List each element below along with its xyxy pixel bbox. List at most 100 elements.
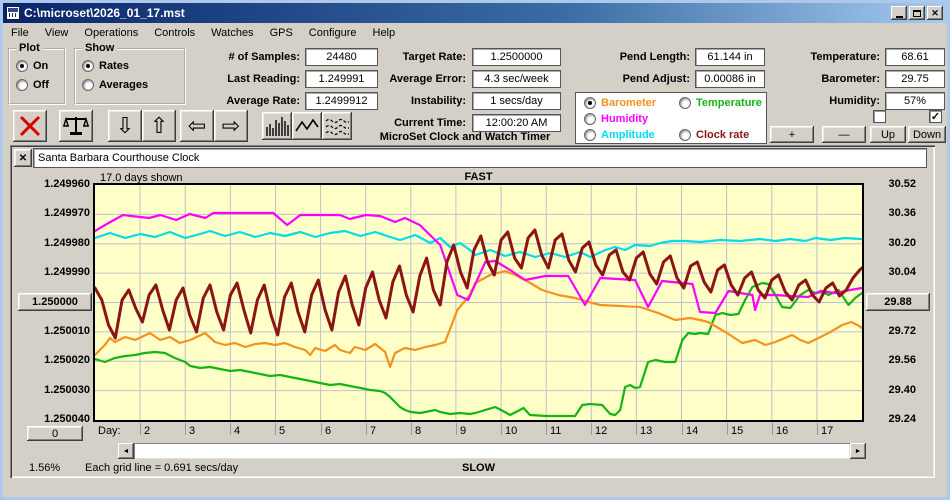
day-tick — [636, 423, 637, 435]
delete-red-x-button[interactable] — [13, 110, 47, 142]
menu-file[interactable]: File — [11, 26, 29, 39]
radio-label: Temperature — [696, 97, 762, 109]
day-tick-label: 4 — [234, 425, 241, 437]
day-axis-title: Day: — [98, 425, 121, 437]
app-icon — [6, 6, 20, 20]
day-tick — [185, 423, 186, 435]
close-button[interactable]: ✕ — [927, 6, 943, 20]
radio-show-rates[interactable]: Rates — [82, 60, 129, 72]
menu-watches[interactable]: Watches — [211, 26, 254, 39]
arrow-up-button[interactable]: ⇧ — [142, 110, 176, 142]
day-tick — [817, 423, 818, 435]
left-axis-tick: 1.249960 — [44, 178, 90, 190]
right-axis-tick: 29.40 — [888, 384, 916, 396]
target-rate-label: Target Rate: — [402, 51, 466, 63]
radio-humidity[interactable]: Humidity — [584, 113, 648, 125]
radio-dot[interactable] — [82, 79, 94, 91]
radio-temperature[interactable]: Temperature — [679, 97, 762, 109]
menu-controls[interactable]: Controls — [154, 26, 196, 39]
radio-dot[interactable] — [584, 97, 596, 109]
radio-label: Humidity — [601, 113, 649, 125]
radio-label: Clock rate — [696, 129, 750, 141]
minus-button[interactable]: — — [822, 126, 866, 143]
checkbox-left[interactable] — [873, 110, 886, 123]
day-tick — [140, 423, 141, 435]
scroll-right-button[interactable]: ► — [850, 443, 866, 459]
day-tick-label: 5 — [279, 425, 286, 437]
line-view-button[interactable] — [292, 112, 322, 140]
day-tick-label: 6 — [325, 425, 332, 437]
radio-label: Barometer — [601, 97, 657, 109]
clear-name-button[interactable]: ✕ — [14, 149, 32, 167]
maximize-icon — [913, 9, 921, 17]
day-tick-label: 7 — [370, 425, 377, 437]
menu-gps[interactable]: GPS — [269, 26, 293, 39]
day-tick-label: 11 — [550, 425, 562, 437]
day-tick-label: 16 — [776, 425, 789, 437]
days-shown-label: 17.0 days shown — [100, 172, 183, 184]
scroll-left-button[interactable]: ◄ — [118, 443, 134, 459]
radio-dot[interactable] — [584, 113, 596, 125]
menu-configure[interactable]: Configure — [308, 26, 357, 39]
day-tick — [727, 423, 728, 435]
current-time-value: 12:00:20 AM — [472, 114, 561, 132]
left-axis-tick: 1.250040 — [44, 413, 90, 425]
maximize-button[interactable] — [909, 6, 925, 20]
minimize-button[interactable] — [891, 6, 907, 20]
radio-amplitude[interactable]: Amplitude — [584, 129, 655, 141]
rate-axis-button[interactable]: 1.250000 — [18, 293, 92, 311]
clock-name-input[interactable] — [33, 148, 927, 168]
radio-dot[interactable] — [16, 79, 28, 91]
radio-plot-off[interactable]: Off — [16, 79, 49, 91]
left-axis-tick: 1.250030 — [44, 384, 90, 396]
radio-dot[interactable] — [679, 129, 691, 141]
day-tick-label: 14 — [686, 425, 699, 437]
plot-group: Plot On Off — [8, 42, 66, 105]
menu-view[interactable]: View — [44, 26, 69, 39]
right-axis-tick: 29.72 — [888, 325, 916, 337]
pend-length-value: 61.144 in — [695, 48, 765, 66]
checkbox-right[interactable]: ✓ — [929, 110, 942, 123]
radio-barometer[interactable]: Barometer — [584, 97, 656, 109]
title-bar[interactable]: C:\microset\2026_01_17.mst ✕ — [3, 3, 947, 23]
menu-help[interactable]: Help — [372, 26, 396, 39]
right-axis-tick: 30.36 — [888, 207, 916, 219]
day-tick-label: 17 — [821, 425, 834, 437]
histogram-view-button[interactable] — [262, 112, 292, 140]
radio-dot[interactable] — [16, 60, 28, 72]
instability-label: Instability: — [410, 95, 466, 107]
current-time-label: Current Time: — [394, 117, 466, 129]
average-rate-label: Average Rate: — [226, 95, 300, 107]
zero-button[interactable]: 0 — [27, 426, 83, 441]
baro-axis-button[interactable]: 29.88 — [866, 293, 930, 311]
up-button[interactable]: Up — [870, 126, 906, 143]
radio-dot[interactable] — [679, 97, 691, 109]
down-button[interactable]: Down — [908, 126, 946, 143]
plus-button[interactable]: + — [770, 126, 814, 143]
pend-adjust-value: 0.00086 in — [695, 70, 765, 88]
right-axis-tick: 30.04 — [888, 266, 916, 278]
waves-view-button[interactable] — [322, 112, 352, 140]
series-temperature — [93, 281, 864, 418]
radio-dot[interactable] — [584, 129, 596, 141]
right-arrow-icon: ⇨ — [221, 113, 241, 138]
red-x-icon — [19, 115, 41, 137]
arrow-down-button[interactable]: ⇩ — [108, 110, 142, 142]
arrow-right-button[interactable]: ⇨ — [214, 110, 248, 142]
series-humidity — [93, 211, 864, 315]
menu-operations[interactable]: Operations — [84, 26, 139, 39]
scrollbar-track[interactable] — [134, 443, 850, 459]
radio-label: Off — [33, 79, 49, 91]
scroll-right-icon: ► — [854, 447, 862, 455]
radio-dot[interactable] — [82, 60, 94, 72]
radio-show-averages[interactable]: Averages — [82, 79, 148, 91]
radio-clock-rate[interactable]: Clock rate — [679, 129, 749, 141]
series-barometer — [93, 269, 864, 369]
arrow-left-button[interactable]: ⇦ — [180, 110, 214, 142]
radio-label: Rates — [99, 60, 129, 72]
day-tick — [366, 423, 367, 435]
temperature-value: 68.61 — [885, 48, 945, 66]
day-tick — [772, 423, 773, 435]
balance-scale-button[interactable] — [59, 110, 93, 142]
radio-plot-on[interactable]: On — [16, 60, 48, 72]
